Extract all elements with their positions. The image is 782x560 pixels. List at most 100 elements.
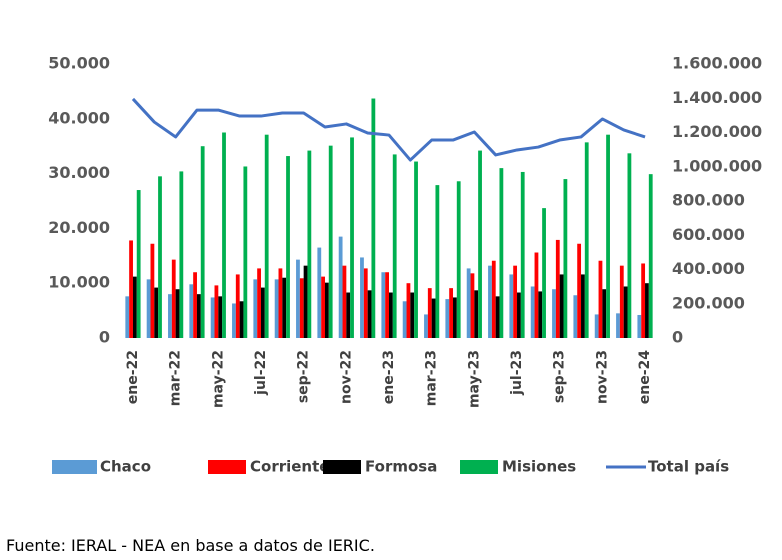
bar (286, 156, 290, 338)
bar (257, 268, 261, 338)
bar (274, 279, 279, 338)
y2-tick-label: 1.600.000 (672, 54, 762, 73)
x-tick-label: nov-23 (594, 350, 610, 404)
x-tick-label: sep-23 (552, 350, 568, 403)
bar (196, 294, 201, 338)
legend-swatch (323, 460, 361, 474)
y2-tick-label: 1.400.000 (672, 88, 762, 107)
bar (171, 259, 176, 338)
bar (235, 274, 240, 338)
bar (146, 279, 151, 338)
x-tick-label: ene-23 (381, 350, 397, 404)
y2-tick-label: 600.000 (672, 225, 745, 244)
y2-tick-label: 200.000 (672, 293, 745, 312)
bar (132, 276, 137, 338)
bar (154, 287, 159, 338)
y2-tick-label: 800.000 (672, 191, 745, 210)
bar (499, 168, 504, 338)
bar (495, 296, 500, 338)
bar (239, 301, 244, 338)
bar (385, 272, 389, 338)
legend-swatch (208, 460, 246, 474)
bar (381, 272, 386, 338)
bar (648, 174, 653, 338)
bar (598, 260, 603, 338)
bar (577, 243, 582, 338)
bar (602, 289, 607, 338)
bar (509, 274, 514, 338)
bar (520, 171, 525, 338)
legend-swatch (52, 460, 97, 474)
y2-tick-label: 0 (672, 328, 683, 347)
x-tick-label: mar-23 (424, 350, 440, 406)
x-tick-label: sep-22 (296, 350, 312, 403)
bar (424, 314, 428, 338)
bar (573, 295, 578, 338)
bar (616, 313, 620, 338)
bar (189, 284, 194, 338)
legend-label: Chaco (100, 458, 151, 476)
bar (342, 265, 347, 338)
bar (299, 278, 304, 338)
chart: 0 10.000 20.000 30.000 40.000 50.000 0 200.000 4… (48, 54, 762, 476)
x-tick-label: nov-22 (338, 350, 354, 404)
bar (222, 132, 226, 338)
bar (278, 268, 283, 338)
bar (214, 285, 219, 338)
bar (200, 146, 205, 338)
bar (637, 314, 642, 338)
source-note: Fuente: IERAL - NEA en base a datos de I… (6, 536, 375, 555)
bar (449, 288, 454, 338)
bar (338, 236, 343, 338)
bar (210, 297, 215, 338)
bar (346, 292, 351, 338)
x-tick-label: jul-23 (509, 350, 525, 396)
bar (360, 257, 364, 338)
bar (307, 150, 312, 338)
bar (581, 274, 585, 338)
bar (453, 297, 457, 338)
bar (594, 314, 599, 338)
bar (584, 142, 589, 338)
bar (530, 286, 535, 338)
bar (243, 166, 248, 338)
bar (435, 185, 440, 338)
bar (513, 265, 518, 338)
bar (456, 181, 461, 338)
bar (324, 282, 329, 338)
bar (328, 145, 333, 338)
bar (129, 240, 133, 338)
bar (623, 286, 628, 338)
x-tick-label: ene-22 (125, 350, 141, 404)
bar (641, 263, 646, 338)
y-tick-label: 0 (99, 328, 110, 347)
y-tick-label: 30.000 (48, 163, 110, 182)
bar (392, 154, 397, 338)
y2-tick-label: 1.000.000 (672, 156, 762, 175)
x-tick-label: jul-22 (253, 350, 269, 396)
bar (232, 303, 236, 338)
line (131, 97, 646, 162)
y-tick-label: 10.000 (48, 273, 110, 292)
y-tick-label: 50.000 (48, 54, 110, 73)
bar (175, 289, 180, 338)
bar (303, 265, 308, 338)
bar (168, 294, 172, 338)
bar (253, 279, 258, 338)
bar (402, 301, 407, 338)
legend-label: Formosa (365, 458, 437, 476)
bar (218, 296, 223, 338)
bar (321, 276, 325, 338)
bar (488, 265, 492, 338)
bar (563, 179, 568, 338)
bar (542, 208, 546, 338)
bar (606, 134, 610, 338)
legend-swatch (460, 460, 498, 474)
bar (414, 161, 418, 338)
bar (317, 247, 322, 338)
bar (474, 290, 479, 338)
bar (371, 98, 376, 338)
bar (555, 239, 560, 338)
bar (445, 299, 450, 338)
